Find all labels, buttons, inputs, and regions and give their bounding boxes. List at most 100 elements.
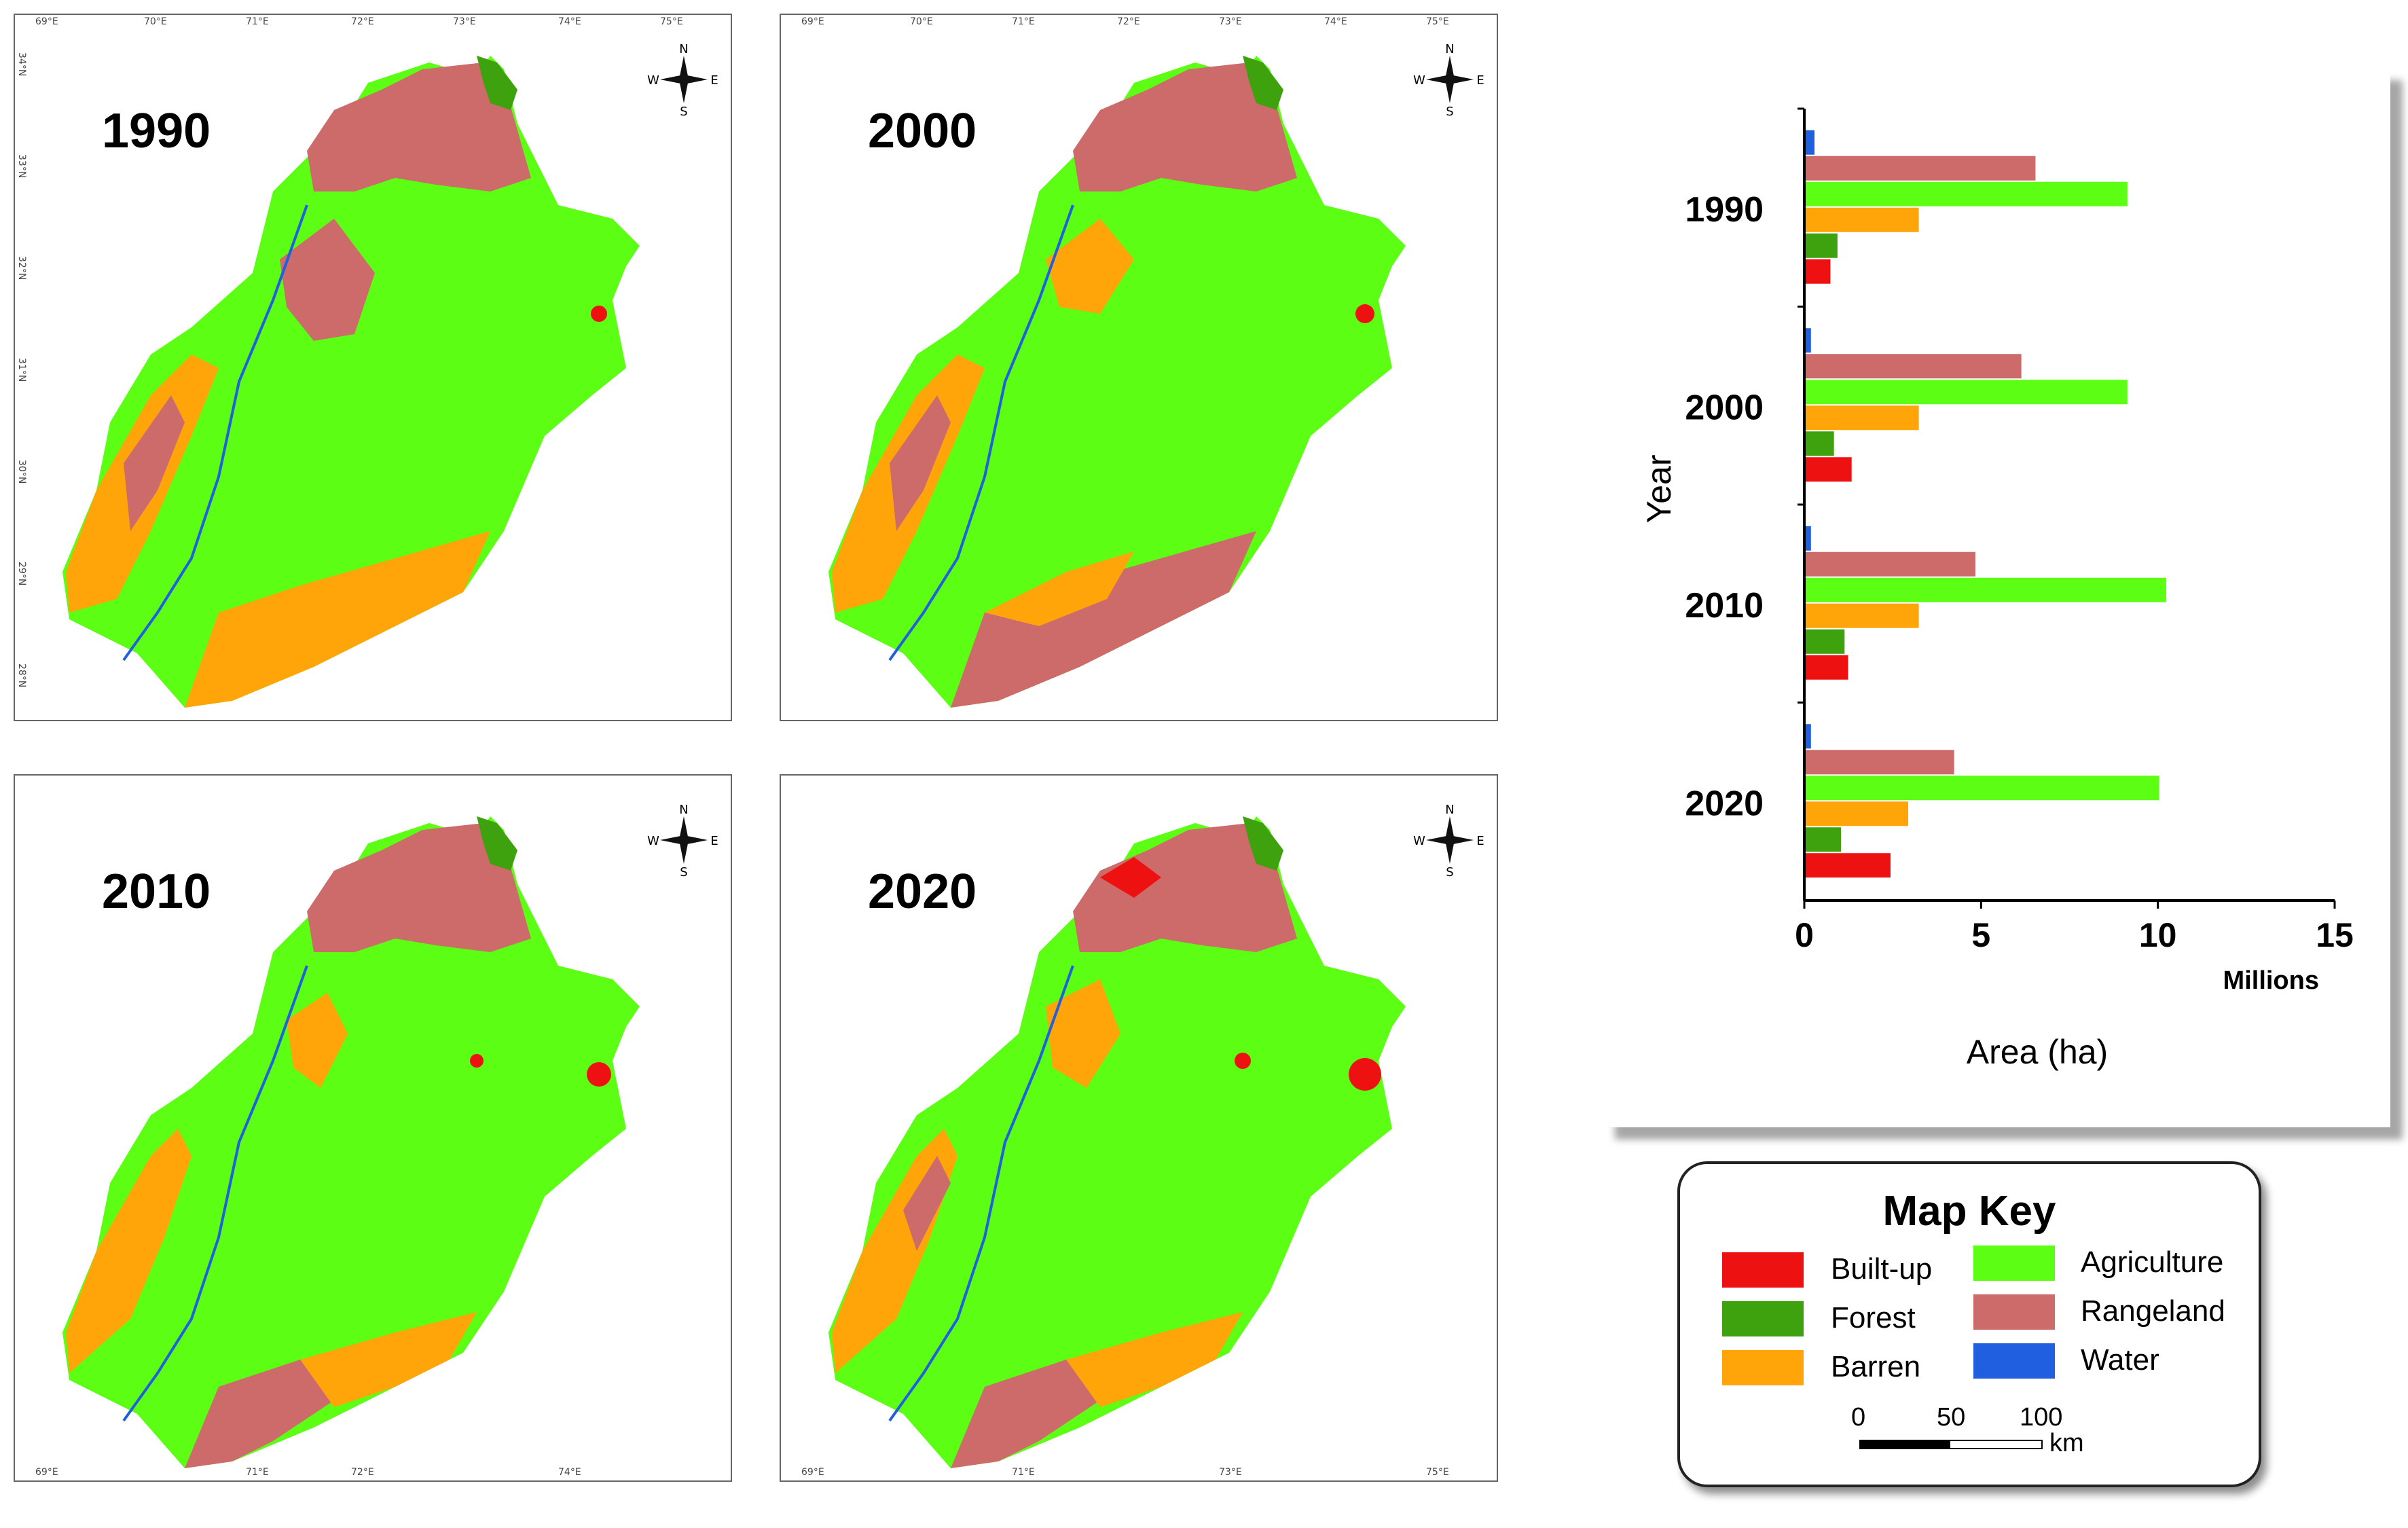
- bar-rangeland: [1806, 750, 1954, 775]
- x-axis-title: Area (ha): [1967, 1033, 2108, 1071]
- map-year-label: 2010: [102, 865, 211, 919]
- lat-tick: 32°N: [16, 256, 27, 280]
- map-year-label: 2000: [868, 104, 977, 158]
- lat-tick: 29°N: [16, 562, 27, 586]
- bar-rangeland: [1806, 156, 2036, 181]
- legend-swatch-agriculture: [1973, 1245, 2055, 1281]
- scale-label: 0: [1851, 1403, 1866, 1432]
- bar-forest: [1806, 827, 1842, 852]
- bar-water: [1806, 130, 1815, 155]
- bar-agriculture: [1806, 776, 2159, 801]
- lon-tick: 72°E: [351, 16, 374, 27]
- lon-tick: 74°E: [558, 16, 581, 27]
- lon-tick: 70°E: [144, 16, 167, 27]
- bar-rangeland: [1806, 354, 2022, 379]
- province-shape: [828, 816, 1406, 1468]
- lon-tick: 71°E: [1012, 16, 1035, 27]
- legend-label-barren: Barren: [1831, 1350, 1921, 1383]
- north-arrow-icon: N S E W: [1413, 42, 1484, 117]
- svg-text:N: N: [1445, 803, 1454, 817]
- area-bar-chart: 1990 2000 2010 2020 0 5 10 15 Millions Area (ha) Y…: [1640, 107, 2354, 1071]
- legend-swatch-built-up: [1722, 1252, 1804, 1288]
- svg-text:E: E: [1476, 73, 1484, 88]
- province-shape: [62, 56, 640, 708]
- bar-forest: [1806, 233, 1838, 258]
- y-tick-label: 2010: [1685, 586, 1764, 625]
- scale-unit: km: [2049, 1429, 2084, 1457]
- bar-built-up: [1806, 457, 1852, 482]
- legend-swatch-rangeland: [1973, 1294, 2055, 1330]
- north-arrow-icon: N S E W: [647, 42, 718, 117]
- svg-text:S: S: [680, 105, 687, 117]
- lon-tick: 69°E: [35, 1467, 58, 1478]
- bar-built-up: [1806, 853, 1891, 878]
- map-panel-2010: 2010 N S E W 69°E 71°E 72°E 74°E: [14, 774, 732, 1482]
- scale-label: 100: [2020, 1403, 2063, 1432]
- x-unit-label: Millions: [2223, 966, 2319, 995]
- lon-tick: 69°E: [801, 16, 824, 27]
- bar-forest: [1806, 431, 1834, 456]
- y-tick-label: 1990: [1685, 190, 1764, 230]
- lat-tick: 33°N: [16, 154, 27, 179]
- lon-tick: 69°E: [801, 1467, 824, 1478]
- lon-tick: 74°E: [558, 1467, 581, 1478]
- scale-bar: [1859, 1440, 2043, 1449]
- lon-tick: 69°E: [35, 16, 58, 27]
- river-indus: [122, 965, 308, 1422]
- svg-text:W: W: [647, 73, 659, 88]
- svg-text:S: S: [1446, 865, 1453, 877]
- x-tick-label: 15: [2316, 916, 2354, 954]
- lon-tick: 71°E: [246, 16, 269, 27]
- map-panel-2000: 2000 N S E W 69°E 70°E 71°E 72°E 73°E 74…: [780, 14, 1498, 721]
- bar-barren: [1806, 207, 1919, 232]
- lon-tick: 73°E: [1219, 1467, 1242, 1478]
- x-tick-label: 0: [1795, 916, 1814, 954]
- map-key: Map Key Built-up Forest Barren Agricultu…: [1677, 1161, 2261, 1487]
- lat-tick: 31°N: [16, 358, 27, 382]
- map-year-label: 2020: [868, 865, 977, 919]
- lat-tick: 30°N: [16, 460, 27, 484]
- punjab-map: [62, 816, 640, 1468]
- bar-water: [1806, 526, 1811, 551]
- svg-text:W: W: [647, 834, 659, 848]
- svg-text:W: W: [1413, 73, 1425, 88]
- svg-text:N: N: [679, 42, 688, 56]
- map-key-title: Map Key: [1882, 1188, 2056, 1235]
- svg-text:N: N: [679, 803, 688, 817]
- lat-tick: 34°N: [16, 52, 27, 77]
- legend-swatch-forest: [1722, 1301, 1804, 1336]
- x-tick-label: 10: [2139, 916, 2177, 954]
- lon-tick: 75°E: [660, 16, 683, 27]
- svg-text:E: E: [710, 834, 718, 848]
- y-tick-label: 2000: [1685, 388, 1764, 427]
- legend-label-rangeland: Rangeland: [2081, 1294, 2225, 1328]
- legend-label-agriculture: Agriculture: [2081, 1245, 2224, 1279]
- lat-tick: 28°N: [16, 663, 27, 688]
- svg-text:E: E: [1476, 834, 1484, 848]
- legend-label-built-up: Built-up: [1831, 1252, 1933, 1286]
- bar-rangeland: [1806, 551, 1975, 577]
- lon-tick: 70°E: [910, 16, 933, 27]
- x-tick-label: 5: [1971, 916, 1990, 954]
- bar-agriculture: [1806, 577, 2167, 602]
- bar-barren: [1806, 603, 1919, 628]
- legend-label-water: Water: [2081, 1343, 2159, 1377]
- svg-text:W: W: [1413, 834, 1425, 848]
- svg-text:S: S: [1446, 105, 1453, 117]
- river-indus: [888, 965, 1074, 1422]
- bar-agriculture: [1806, 380, 2128, 405]
- lon-tick: 74°E: [1324, 16, 1347, 27]
- legend-label-forest: Forest: [1831, 1301, 1916, 1334]
- bar-water: [1806, 328, 1811, 353]
- bar-built-up: [1806, 655, 1848, 680]
- bar-built-up: [1806, 259, 1831, 284]
- bar-barren: [1806, 405, 1919, 431]
- lon-tick: 73°E: [453, 16, 476, 27]
- north-arrow-icon: N S E W: [647, 803, 718, 877]
- river-indus: [888, 204, 1074, 661]
- lon-tick: 71°E: [246, 1467, 269, 1478]
- map-panel-1990: 1990 N S E W 69°E 70°E 71°E 72°E 73°E 74…: [14, 14, 732, 721]
- bar-forest: [1806, 629, 1845, 654]
- svg-text:S: S: [680, 865, 687, 877]
- lon-tick: 72°E: [351, 1467, 374, 1478]
